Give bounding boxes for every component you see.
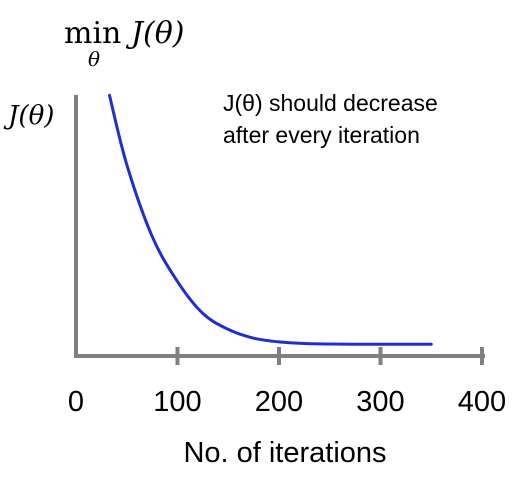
chart-title-function: J(θ) <box>125 16 185 51</box>
x-axis-label: No. of iterations <box>183 437 386 469</box>
y-axis-label: J(θ) <box>3 101 54 131</box>
series-group <box>108 93 433 346</box>
chart-title-operator: min <box>64 16 121 51</box>
series-line-0 <box>108 93 433 346</box>
x-tick-label-200: 200 <box>255 386 303 418</box>
x-axis-ticks <box>175 347 484 365</box>
annotation-line-2: after every iteration <box>223 122 420 148</box>
x-tick-label-0: 0 <box>68 386 84 418</box>
x-axis-tick-labels: 0 100 200 300 400 <box>68 386 506 418</box>
x-tick-label-100: 100 <box>153 386 201 418</box>
chart-title-subscript: θ <box>88 47 100 71</box>
x-tick-label-300: 300 <box>356 386 404 418</box>
annotation-line-1: J(θ) should decrease <box>223 90 438 116</box>
x-tick-label-400: 400 <box>458 386 506 418</box>
